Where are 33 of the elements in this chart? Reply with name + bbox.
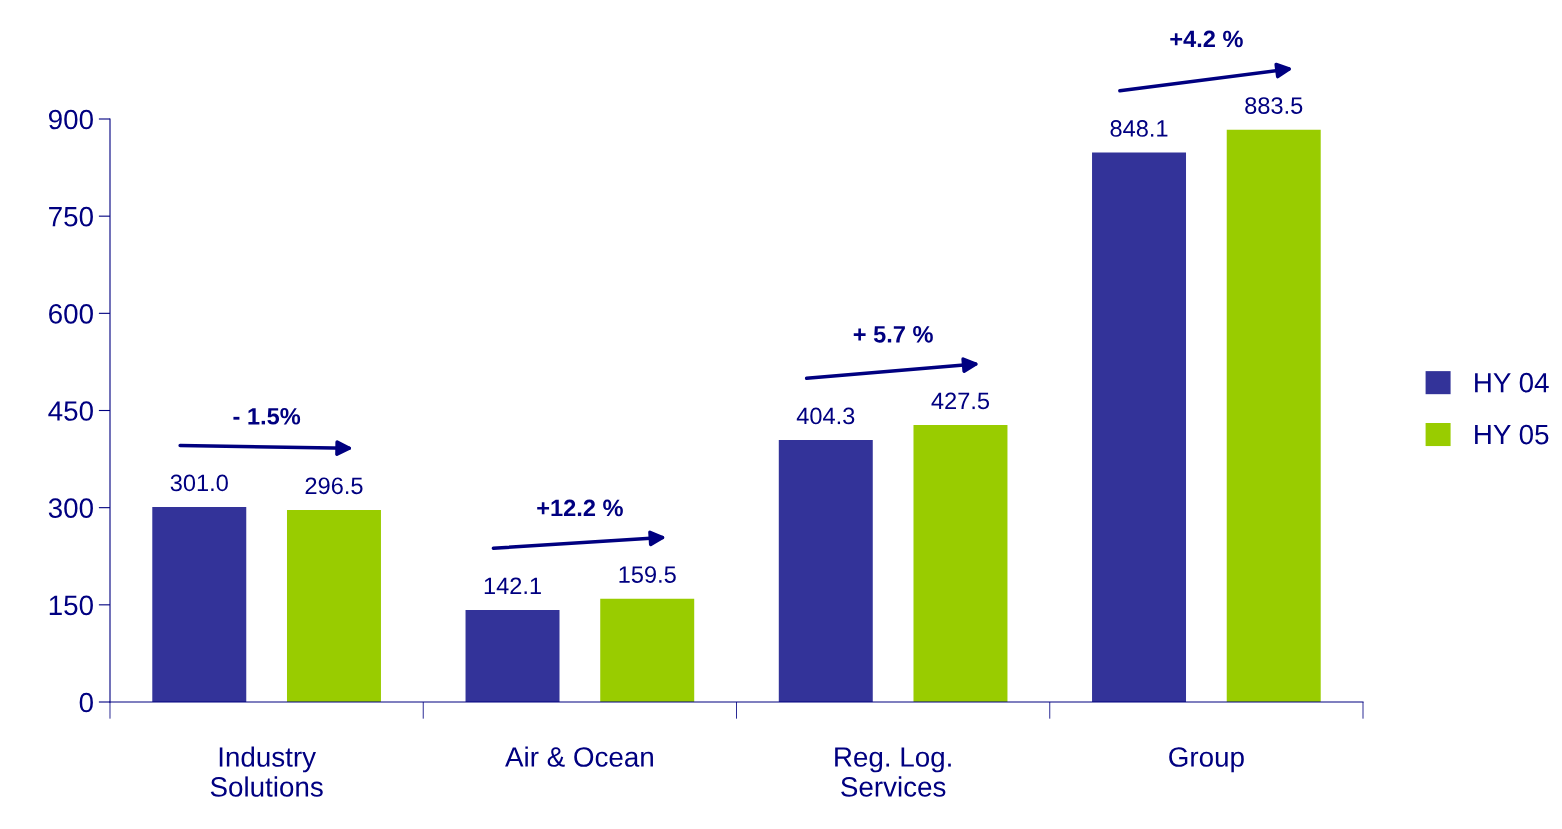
text: +4.2 % bbox=[1170, 30, 1243, 48]
x-tick-label: Group bbox=[1169, 747, 1244, 773]
annotation: + 5.7 % bbox=[853, 326, 933, 343]
y-tick-label: 150 bbox=[49, 595, 93, 616]
x-tick-label: Air & Ocean bbox=[505, 746, 653, 767]
data-label: 159.5 bbox=[619, 566, 676, 583]
data-label: 427.5 bbox=[931, 392, 990, 410]
bar bbox=[1226, 129, 1321, 702]
y-tick-label: 450 bbox=[48, 401, 93, 421]
y-tick-label: 900 bbox=[48, 109, 93, 130]
annotation: +12.2 % bbox=[537, 499, 623, 517]
y-tick-label: 300 bbox=[48, 498, 93, 519]
data-label: 404.3 bbox=[796, 407, 855, 425]
data-label: 296.5 bbox=[305, 477, 363, 495]
x-tick-label: Industry Solutions bbox=[210, 746, 323, 797]
bar bbox=[1092, 152, 1187, 702]
data-label: 883.5 bbox=[1245, 97, 1303, 114]
bar bbox=[600, 598, 695, 702]
bar bbox=[152, 507, 247, 702]
legend-label: HY 04 bbox=[1475, 372, 1549, 393]
bar bbox=[286, 509, 381, 702]
bar bbox=[913, 425, 1008, 702]
data-label: 848.1 bbox=[1110, 120, 1168, 137]
data-label: 301.0 bbox=[170, 474, 228, 492]
legend-label: HY 05 bbox=[1475, 424, 1549, 445]
y-tick-label: 750 bbox=[49, 206, 93, 227]
y-tick-label: 600 bbox=[49, 304, 93, 324]
bar bbox=[778, 440, 873, 702]
y-tick-label: 0 bbox=[79, 692, 93, 713]
annotation: - 1.5% bbox=[233, 407, 301, 425]
x-tick-label: Reg. Log. Services bbox=[835, 747, 951, 797]
data-label: 142.1 bbox=[484, 577, 541, 594]
bar bbox=[465, 609, 560, 702]
